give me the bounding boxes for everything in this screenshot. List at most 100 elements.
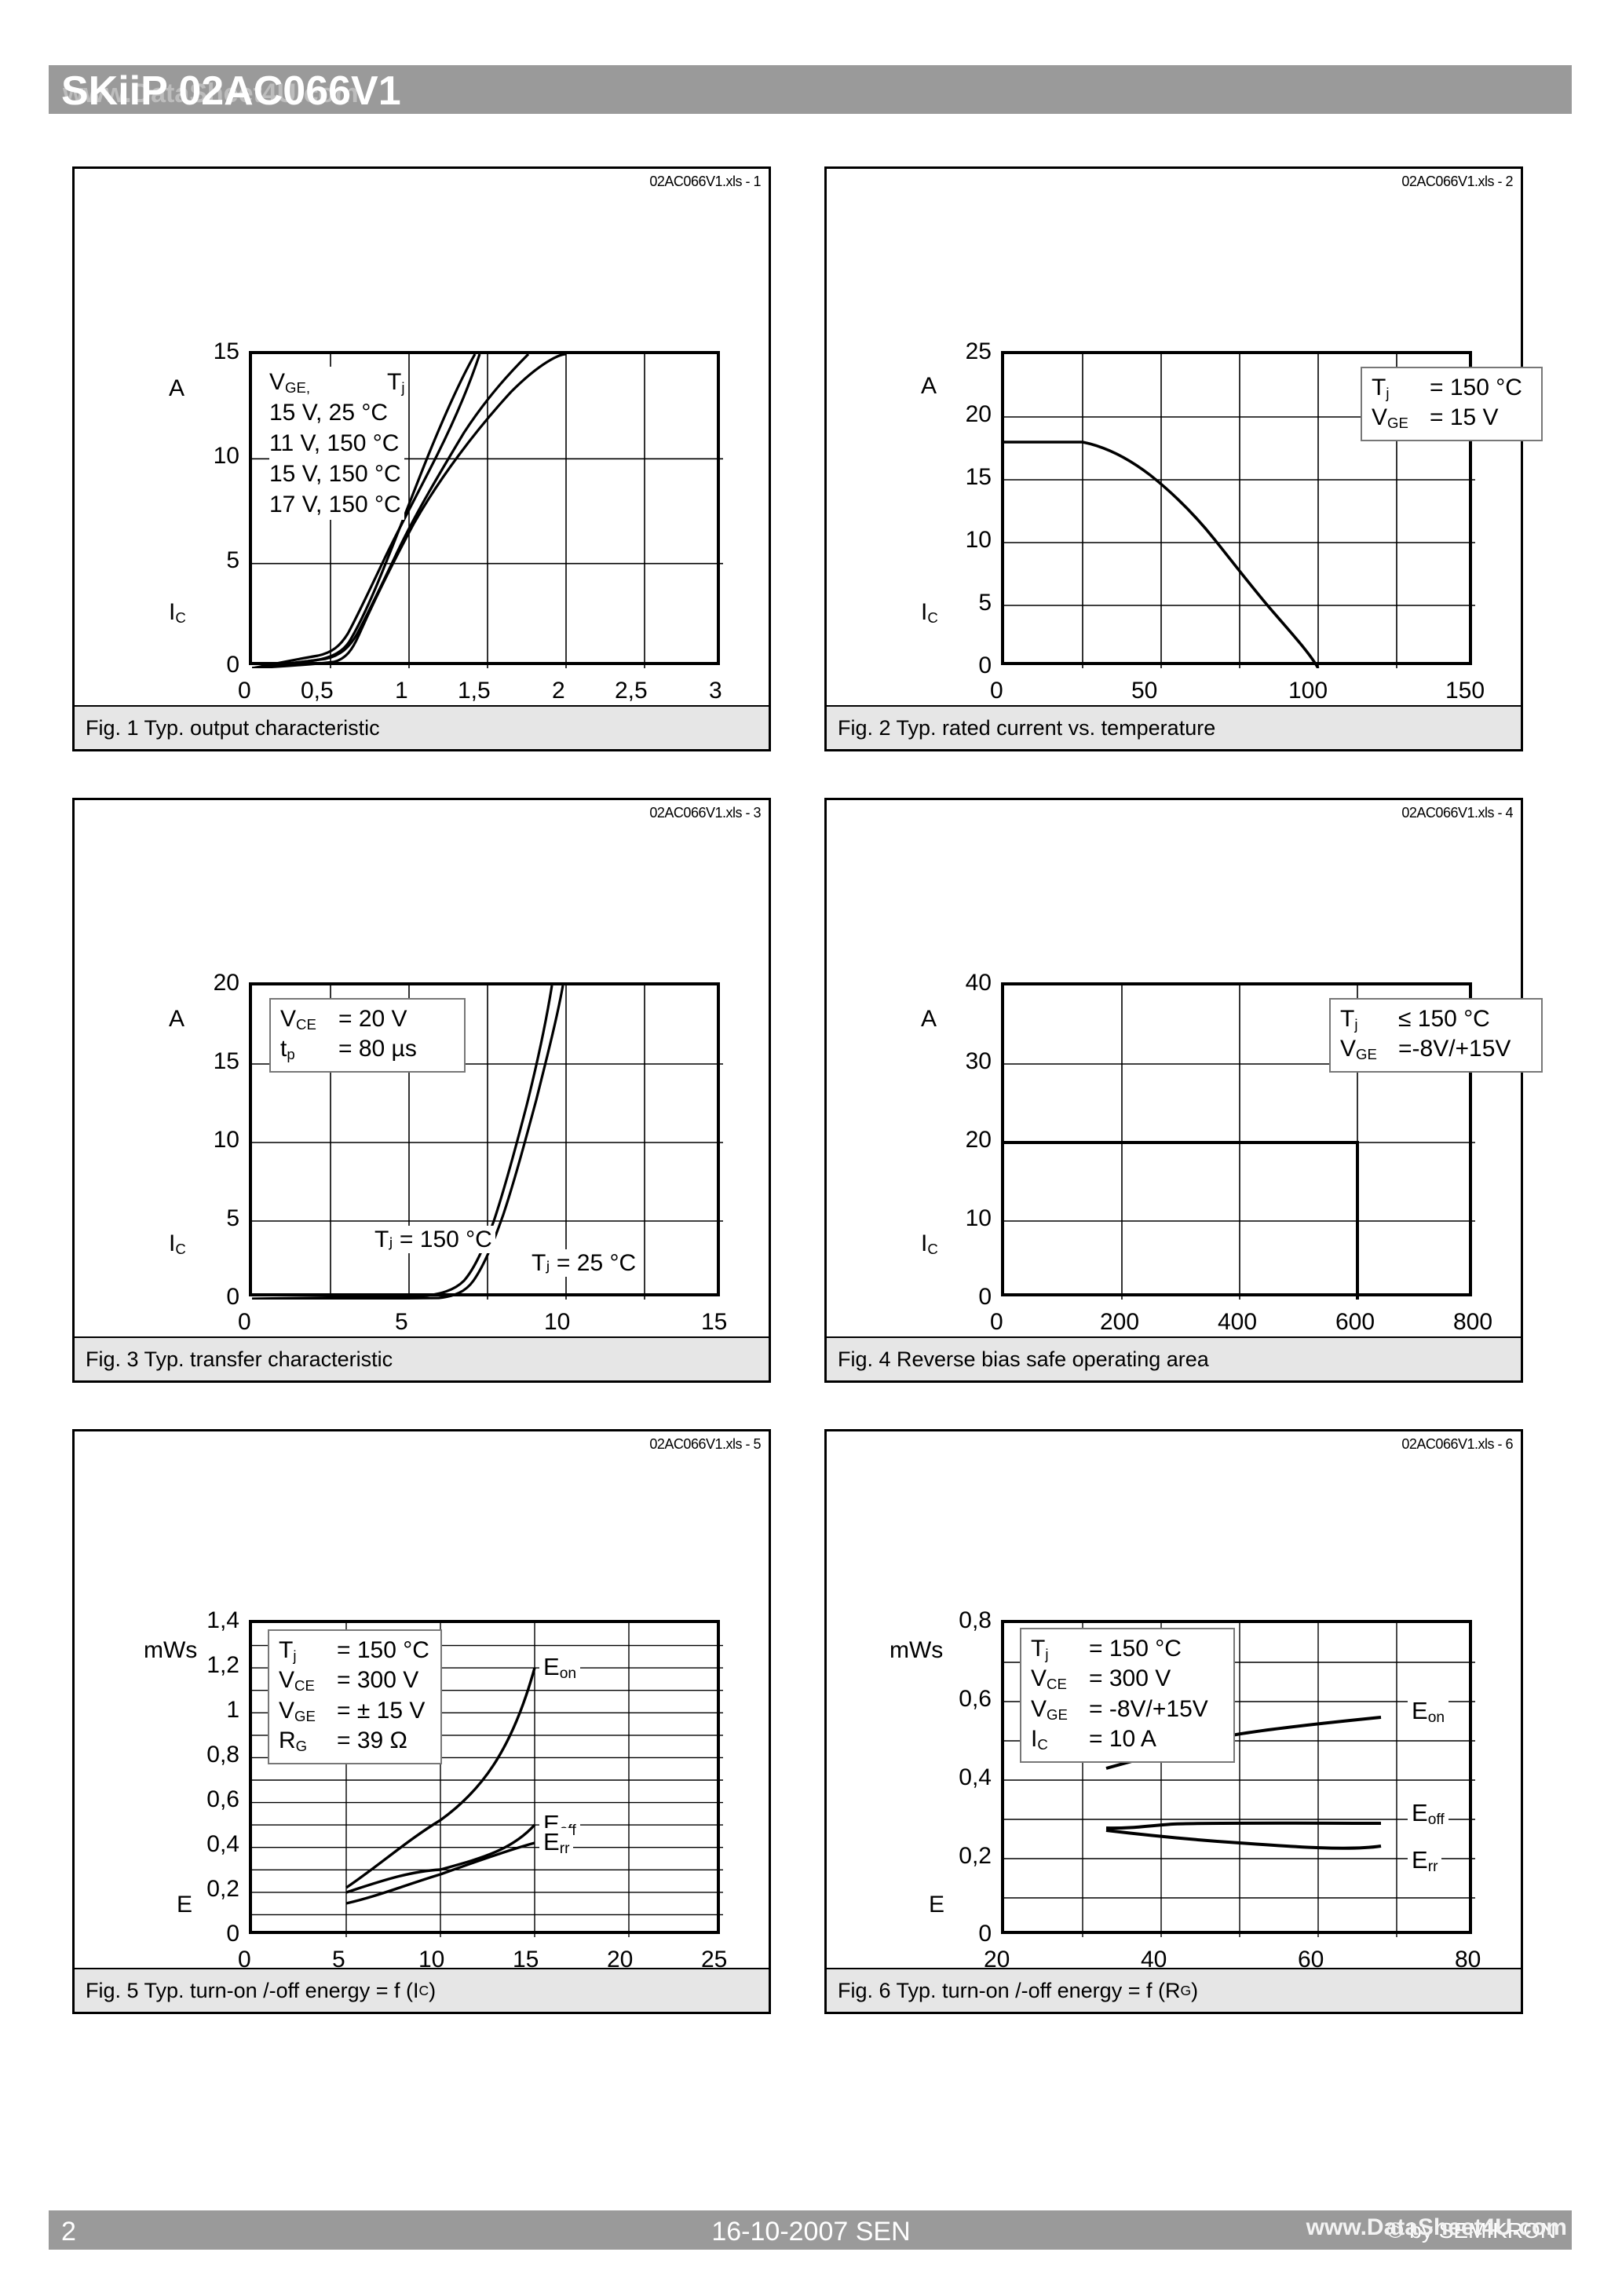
- fig2-ytick-10: 10: [965, 527, 992, 553]
- xls-id-4: 02AC066V1.xls - 4: [1401, 805, 1513, 821]
- fig5-xtick-0: 0: [238, 1947, 251, 1972]
- fig3-ytick-10: 10: [213, 1127, 239, 1153]
- fig5-ytick-14: 1,4: [206, 1607, 239, 1633]
- fig6-ytick-04: 0,4: [959, 1764, 992, 1790]
- fig6-curve-label-err: Err: [1408, 1846, 1442, 1877]
- fig6-plot-area: [1001, 1620, 1475, 1937]
- fig5-ytick-02: 0,2: [206, 1876, 239, 1902]
- footer-bar: [49, 2210, 1572, 2250]
- fig3-ytick-15: 15: [213, 1048, 239, 1074]
- fig1-legend: VGE, Tj 15 V, 25 °C 11 V, 150 °C 15 V, 15…: [269, 367, 405, 521]
- fig1-xtick-3: 3: [709, 678, 722, 704]
- fig4-ytick-40: 40: [965, 970, 992, 996]
- fig1-ytick-15: 15: [213, 338, 239, 364]
- fig2-y-unit: A: [921, 373, 937, 399]
- fig2-xtick-100: 100: [1288, 678, 1328, 704]
- xls-id-1: 02AC066V1.xls - 1: [649, 174, 761, 189]
- fig5-caption-text: Fig. 5 Typ. turn-on /-off energy = f (I: [86, 1978, 419, 2002]
- fig2-ytick-25: 25: [965, 338, 992, 364]
- fig1-legend-row-3: 17 V, 150 °C: [269, 492, 401, 518]
- fig5-ytick-08: 0,8: [206, 1742, 239, 1768]
- fig4-y-unit: A: [921, 1006, 937, 1032]
- fig4-xtick-600: 600: [1335, 1309, 1375, 1335]
- fig1-ytick-5: 5: [226, 547, 239, 573]
- xls-id-3: 02AC066V1.xls - 3: [649, 805, 761, 821]
- fig4-cond-1: VGE =-8V/+15V: [1340, 1036, 1511, 1063]
- fig6-y-symbol: E: [929, 1892, 945, 1918]
- fig4-y-symbol: IC: [921, 1230, 938, 1258]
- fig6-ytick-06: 0,6: [959, 1686, 992, 1712]
- fig5-ytick-04: 0,4: [206, 1831, 239, 1857]
- figure-1: 02AC066V1.xls - 1 15 10 5 0 A IC: [72, 166, 771, 751]
- fig1-y-symbol: IC: [169, 599, 186, 627]
- fig6-ytick-0: 0: [978, 1921, 992, 1947]
- fig1-ytick-10: 10: [213, 443, 239, 469]
- fig3-conditions: VCE = 20 V tp = 80 µs: [269, 998, 466, 1073]
- page-number: 2: [61, 2217, 76, 2247]
- fig2-conditions: Tj = 150 °C VGE = 15 V: [1361, 367, 1543, 441]
- fig5-caption: Fig. 5 Typ. turn-on /-off energy = f (I C…: [75, 1968, 769, 2012]
- fig3-xtick-15: 15: [701, 1309, 728, 1335]
- fig1-xtick-05: 0,5: [301, 678, 334, 704]
- fig3-y-symbol: IC: [169, 1230, 186, 1258]
- fig6-cond-3: IC = 10 A: [1031, 1726, 1156, 1753]
- fig1-xtick-25: 2,5: [615, 678, 648, 704]
- fig6-y-unit: mWs: [890, 1637, 944, 1663]
- fig3-cond-1: tp = 80 µs: [280, 1036, 417, 1063]
- fig3-xtick-0: 0: [238, 1309, 251, 1335]
- fig2-caption: Fig. 2 Typ. rated current vs. temperatur…: [827, 705, 1521, 749]
- fig5-caption-tail: ): [429, 1978, 437, 2002]
- fig1-xtick-0: 0: [238, 678, 251, 704]
- fig2-ytick-15: 15: [965, 464, 992, 490]
- fig2-ytick-5: 5: [978, 590, 992, 616]
- fig6-cond-2: VGE = -8V/+15V: [1031, 1695, 1208, 1723]
- fig2-xtick-0: 0: [990, 678, 1003, 704]
- fig5-ytick-0: 0: [226, 1921, 239, 1947]
- fig2-cond-0: Tj = 150 °C: [1372, 375, 1522, 402]
- fig6-caption-sub: G: [1180, 1982, 1192, 1998]
- footer-copyright: © by SEMIKRON: [1386, 2218, 1556, 2243]
- xls-id-6: 02AC066V1.xls - 6: [1401, 1436, 1513, 1452]
- figure-4: 02AC066V1.xls - 4 40 30 20 10 0 A IC Tj ≤: [824, 798, 1543, 1383]
- fig2-cond-1: VGE = 15 V: [1372, 404, 1499, 432]
- figure-2: 02AC066V1.xls - 2 25 20 15 10 5 0 A IC: [824, 166, 1543, 751]
- fig5-cond-2: VGE = ± 15 V: [279, 1697, 426, 1724]
- fig6-caption-text: Fig. 6 Typ. turn-on /-off energy = f (R: [838, 1978, 1181, 2002]
- fig4-xtick-0: 0: [990, 1309, 1003, 1335]
- fig3-cond-0: VCE = 20 V: [280, 1006, 407, 1033]
- fig1-xtick-15: 1,5: [458, 678, 491, 704]
- page-title: SKiiP 02AC066V1: [61, 68, 401, 114]
- fig5-y-symbol: E: [177, 1892, 193, 1918]
- fig5-ytick-12: 1,2: [206, 1652, 239, 1678]
- figure-5: 02AC066V1.xls - 5 1,4 1,2 1 0,8 0,6 0,4 …: [72, 1429, 771, 2014]
- fig5-curve-label-err: Err: [539, 1828, 574, 1859]
- fig6-ytick-02: 0,2: [959, 1843, 992, 1869]
- fig1-caption: Fig. 1 Typ. output characteristic: [75, 705, 769, 749]
- fig4-ytick-10: 10: [965, 1205, 992, 1231]
- fig6-ytick-08: 0,8: [959, 1607, 992, 1633]
- fig5-cond-3: RG = 39 Ω: [279, 1727, 407, 1755]
- fig5-xtick-5: 5: [332, 1947, 345, 1972]
- fig4-plot-area: [1001, 982, 1475, 1300]
- watermark-header: www.DataSheet4U.com: [63, 79, 359, 108]
- figure-3: 02AC066V1.xls - 3 20 15 10 5 0 A IC: [72, 798, 771, 1383]
- xls-id-5: 02AC066V1.xls - 5: [649, 1436, 761, 1452]
- fig1-xtick-2: 2: [552, 678, 565, 704]
- fig5-cond-0: Tj = 150 °C: [279, 1637, 429, 1665]
- fig3-annotation-25c: Tⱼ = 25 °C: [528, 1249, 640, 1277]
- fig6-svg: [1004, 1623, 1475, 1937]
- fig2-y-symbol: IC: [921, 599, 938, 627]
- fig3-xtick-5: 5: [395, 1309, 408, 1335]
- fig3-ytick-5: 5: [226, 1205, 239, 1231]
- fig5-ytick-1: 1: [226, 1697, 239, 1723]
- fig5-ytick-06: 0,6: [206, 1786, 239, 1812]
- fig3-xtick-10: 10: [544, 1309, 571, 1335]
- fig5-cond-1: VCE = 300 V: [279, 1667, 419, 1695]
- fig4-xtick-800: 800: [1453, 1309, 1493, 1335]
- fig2-xtick-150: 150: [1445, 678, 1485, 704]
- header-bar: [49, 65, 1572, 114]
- fig3-annotation-150c: Tⱼ = 150 °C: [371, 1226, 495, 1253]
- fig5-y-unit: mWs: [144, 1637, 198, 1663]
- fig4-ytick-30: 30: [965, 1048, 992, 1074]
